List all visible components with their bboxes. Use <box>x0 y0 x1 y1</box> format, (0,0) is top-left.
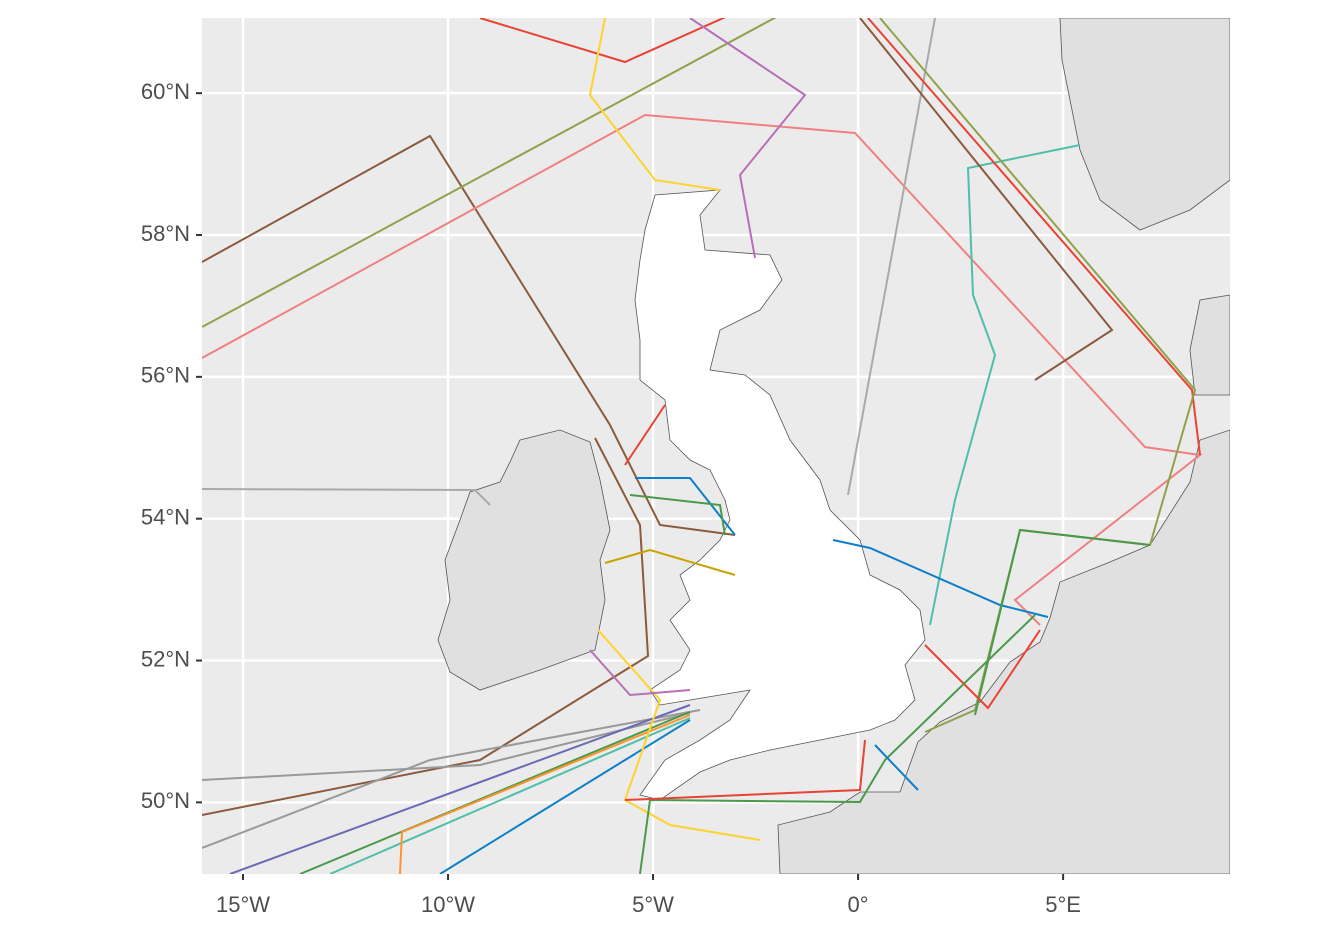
y-tick-label: 56°N <box>141 363 190 388</box>
cable <box>639 614 1036 874</box>
cable <box>329 717 691 874</box>
cable <box>588 18 721 191</box>
cable <box>924 629 1041 710</box>
continent <box>777 429 1230 874</box>
cable <box>847 18 936 496</box>
cable <box>202 18 777 328</box>
cable <box>202 709 701 849</box>
grid <box>202 18 1230 874</box>
y-tick-label: 58°N <box>141 221 190 246</box>
y-tick-label: 52°N <box>141 646 190 671</box>
cable <box>629 494 726 536</box>
cable <box>624 739 866 801</box>
cable <box>832 539 1049 618</box>
cable <box>929 144 1081 626</box>
cable <box>624 404 666 466</box>
norway <box>1059 18 1230 231</box>
cable <box>589 649 691 697</box>
x-tick-label: 10°W <box>421 892 475 917</box>
cable <box>399 714 691 874</box>
cable <box>202 488 491 506</box>
cable <box>439 719 691 874</box>
axes: 15°W 10°W 5°W 0° 5°E 50°N 52°N 54°N 56°N 58°N 60°N <box>141 79 1081 917</box>
cable <box>202 134 736 536</box>
cable <box>867 18 1201 456</box>
y-tick-label: 54°N <box>141 505 190 530</box>
cable <box>859 18 1114 381</box>
cable <box>874 744 919 791</box>
y-tick-label: 50°N <box>141 788 190 813</box>
cable <box>635 477 736 536</box>
cable <box>689 18 807 259</box>
denmark <box>1189 294 1230 396</box>
geography <box>202 18 1230 874</box>
x-tick-label: 5°E <box>1045 892 1081 917</box>
cable <box>202 437 650 816</box>
x-tick-label: 15°W <box>216 892 270 917</box>
cable <box>479 18 726 64</box>
cable <box>974 528 1151 716</box>
y-tick-label: 60°N <box>141 79 190 104</box>
cable <box>604 548 736 576</box>
cable <box>202 113 1203 626</box>
x-tick-label: 0° <box>848 892 869 917</box>
cable <box>229 704 691 874</box>
cable <box>299 711 691 874</box>
great-britain <box>634 189 926 801</box>
x-tick-label: 5°W <box>632 892 674 917</box>
